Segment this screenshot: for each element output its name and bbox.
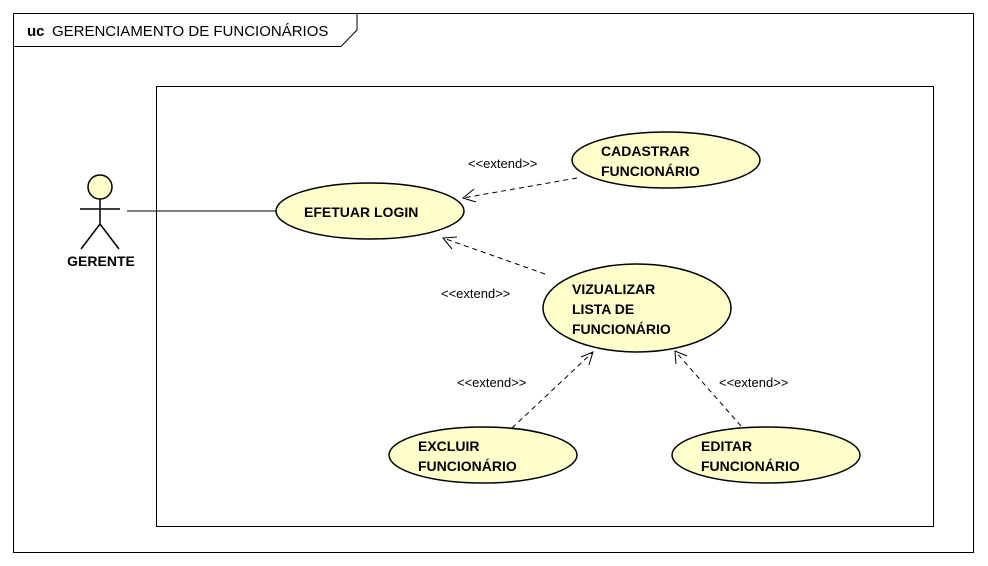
svg-text:EDITAR FUNCIONÁRIO: EDITAR FUNCIONÁRIO — [701, 438, 800, 474]
arrowhead-icon — [580, 351, 594, 366]
extend-line — [442, 237, 546, 275]
use-case-label: FUNCIONÁRIO — [701, 458, 800, 474]
actor-right-leg — [99, 223, 120, 250]
arrowhead-icon — [442, 236, 458, 250]
actor-gerente[interactable]: GERENTE — [67, 174, 135, 269]
actor-head — [87, 174, 113, 200]
arrowhead-icon — [461, 188, 477, 203]
svg-text:EXCLUIR FUNCIONÁRIO: EXCLUIR FUNCIONÁRIO — [418, 438, 517, 474]
frame-name: GERENCIAMENTO DE FUNCIONÁRIOS — [52, 23, 328, 40]
actor-label: GERENTE — [67, 253, 135, 269]
extend-line — [511, 351, 594, 429]
extend-label: <<extend>> — [468, 156, 537, 171]
extend-editar: <<extend>> — [674, 350, 788, 427]
frame-keyword: uc — [27, 23, 45, 40]
frame-name-tab — [13, 13, 358, 47]
frame-title: uc GERENCIAMENTO DE FUNCIONÁRIOS — [27, 23, 328, 40]
use-case-cadastrar-funcionario[interactable]: CADASTRAR FUNCIONÁRIO — [571, 131, 761, 189]
actor-left-leg — [80, 223, 101, 250]
use-case-editar-funcionario[interactable]: EDITAR FUNCIONÁRIO — [671, 426, 861, 484]
use-case-efetuar-login[interactable]: EFETUAR LOGIN — [275, 182, 465, 240]
svg-text:VIZUALIZAR LISTA DE: VIZUALIZAR LISTA DE FUNCIONÁRIO — [572, 281, 671, 337]
use-case-label: VIZUALIZAR — [572, 281, 655, 297]
extend-label: <<extend>> — [441, 286, 510, 301]
use-case-ellipse — [542, 263, 732, 353]
use-case-visualizar-lista[interactable]: VIZUALIZAR LISTA DE FUNCIONÁRIO — [542, 263, 732, 353]
svg-text:EFETUAR LOGIN: EFETUAR LOGIN — [304, 204, 418, 220]
extend-line — [462, 177, 578, 199]
extend-label: <<extend>> — [457, 375, 526, 390]
use-case-ellipse — [571, 131, 761, 189]
extend-visualizar: <<extend>> — [441, 236, 546, 301]
use-case-ellipse — [388, 426, 578, 484]
extend-cadastrar: <<extend>> — [461, 156, 578, 203]
use-case-excluir-funcionario[interactable]: EXCLUIR FUNCIONÁRIO — [388, 426, 578, 484]
use-case-ellipse — [671, 426, 861, 484]
use-case-label: EXCLUIR — [418, 438, 479, 454]
system-boundary — [156, 86, 934, 527]
extend-line — [674, 350, 742, 427]
use-case-label: FUNCIONÁRIO — [572, 321, 671, 337]
use-case-label: FUNCIONÁRIO — [601, 163, 700, 179]
extend-label: <<extend>> — [719, 375, 788, 390]
use-case-ellipse — [275, 182, 465, 240]
arrowhead-icon — [674, 350, 688, 365]
use-case-label: CADASTRAR — [601, 143, 690, 159]
use-case-label: LISTA DE — [572, 301, 634, 317]
use-case-label: EFETUAR LOGIN — [304, 204, 418, 220]
svg-text:CADASTRAR FUNCIONÁRIO: CADASTRAR FUNCIONÁRIO — [601, 143, 700, 179]
extend-excluir: <<extend>> — [457, 351, 594, 429]
use-case-label: EDITAR — [701, 438, 752, 454]
use-case-label: FUNCIONÁRIO — [418, 458, 517, 474]
